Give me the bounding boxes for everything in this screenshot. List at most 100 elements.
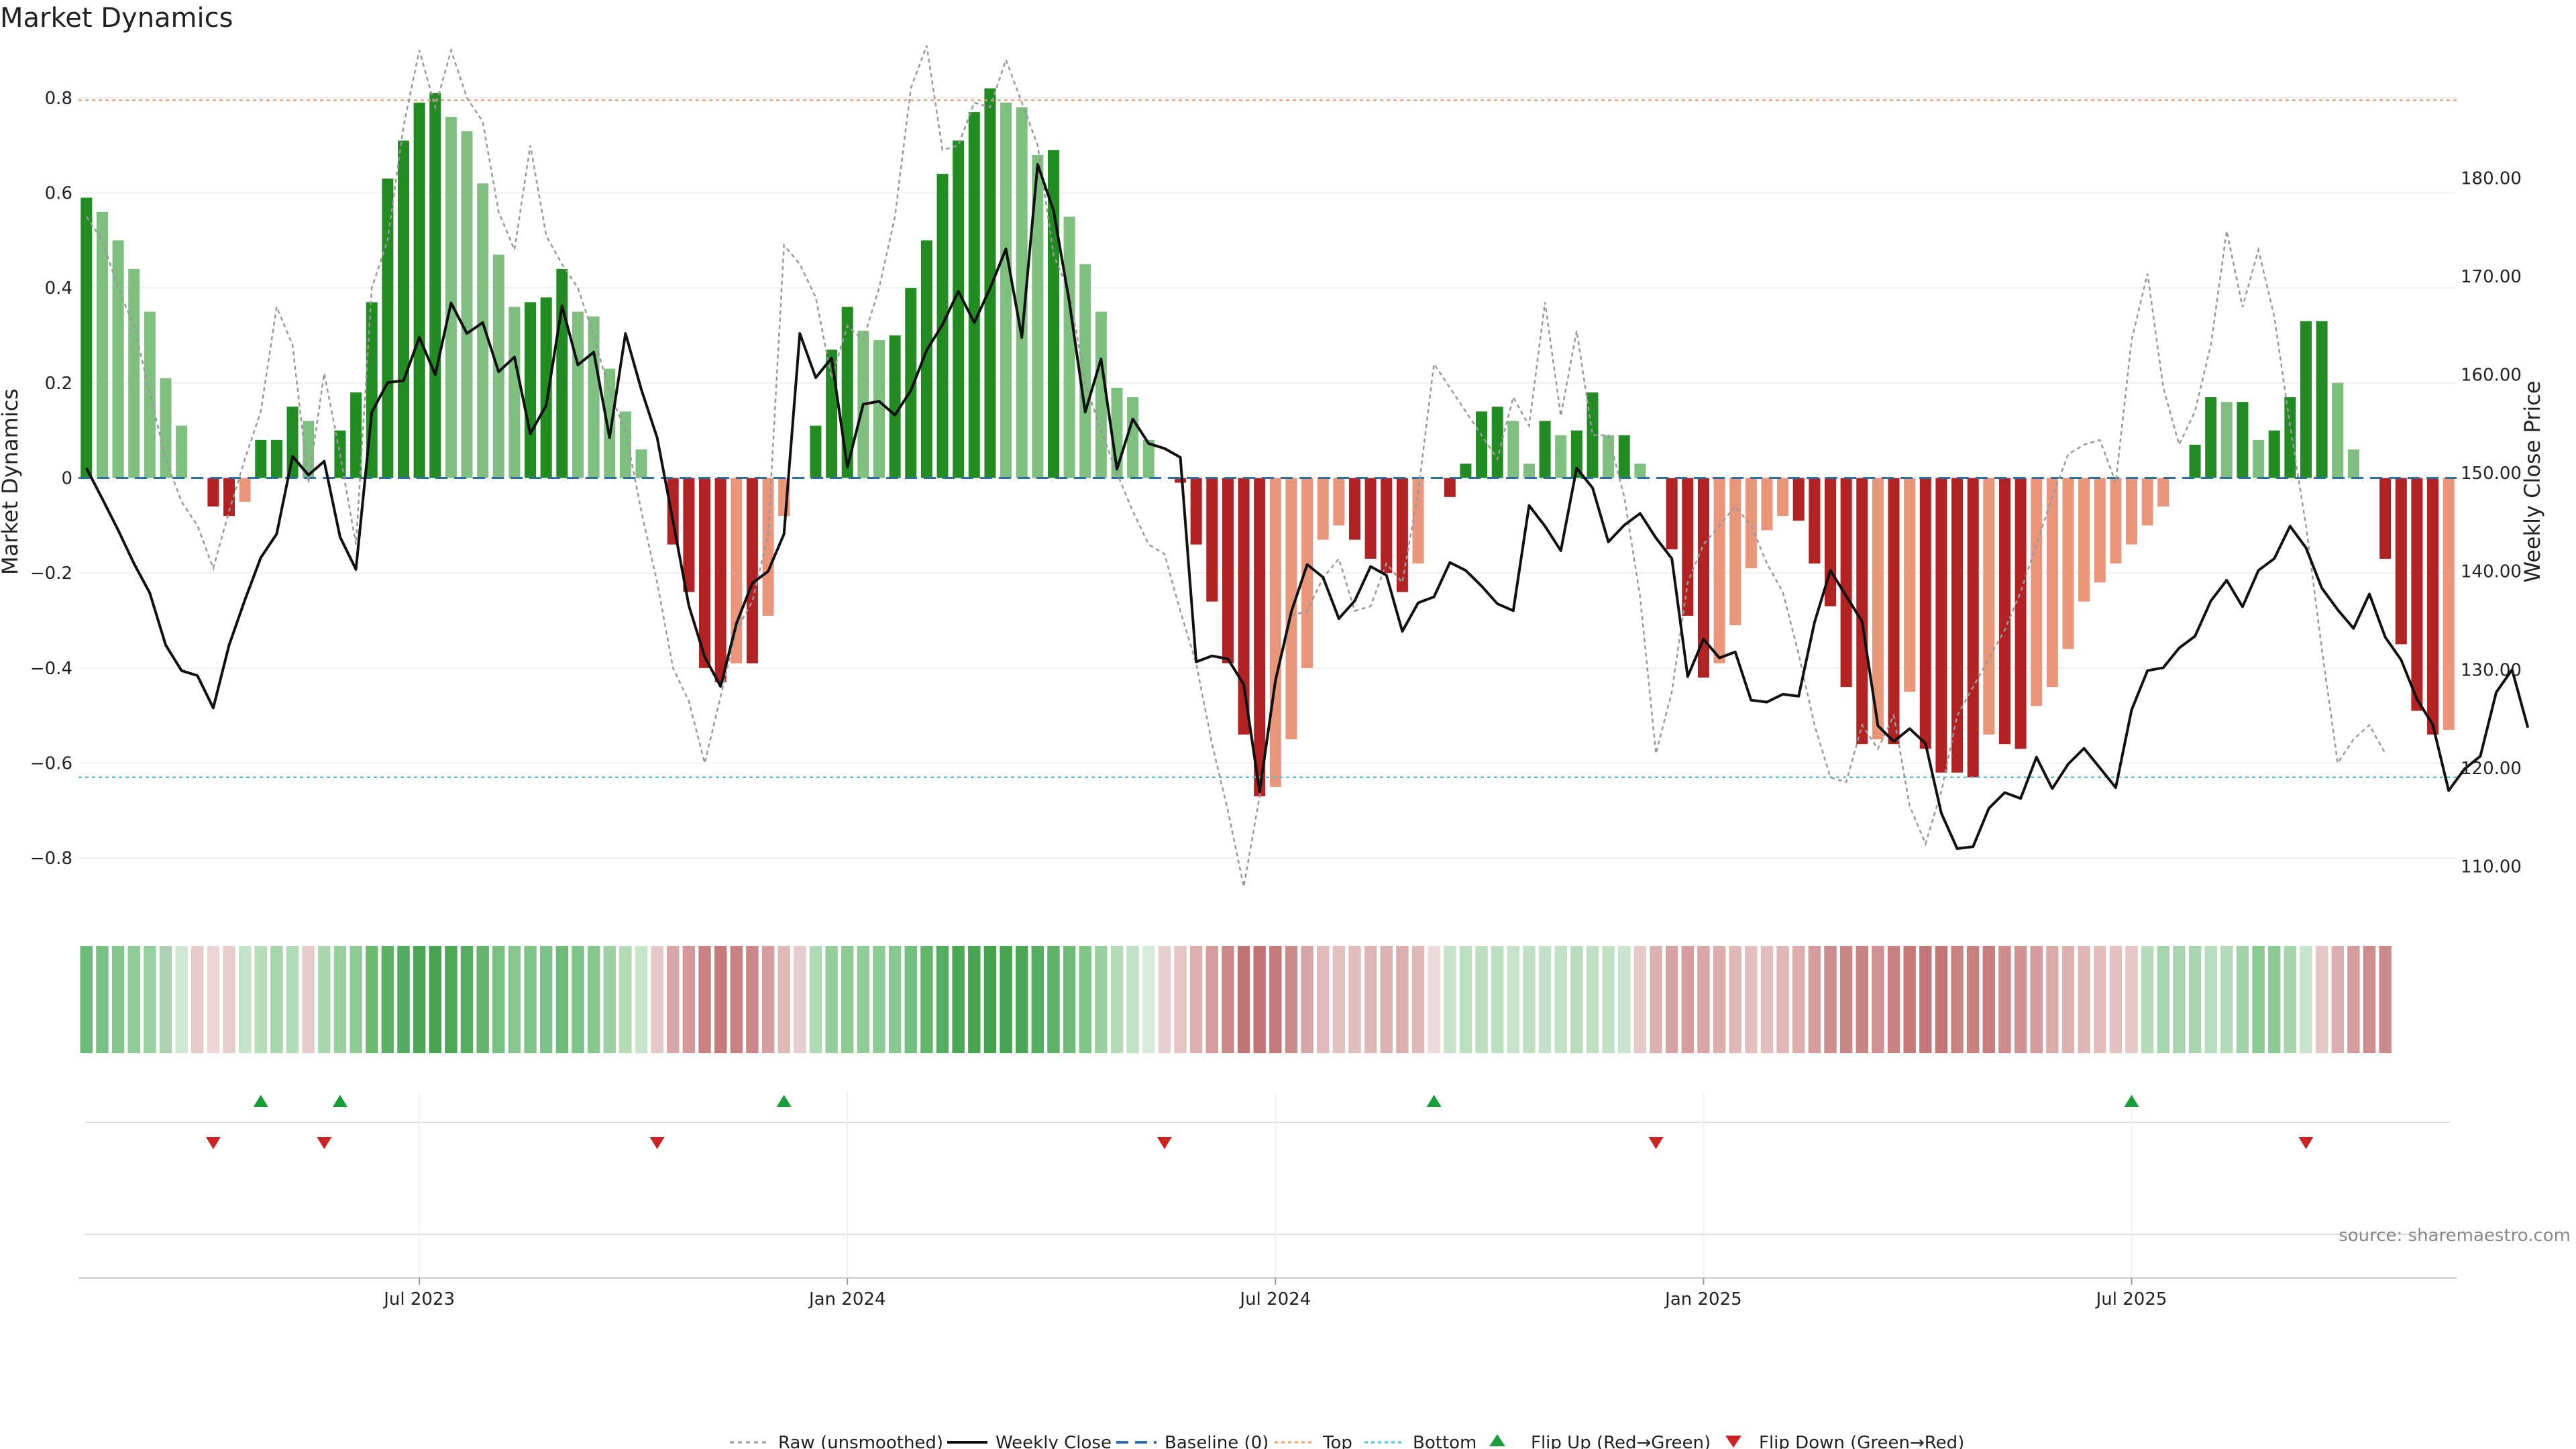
strip-cell [1316, 946, 1330, 1053]
negative-bar [683, 478, 695, 592]
strip-cell [777, 946, 790, 1053]
negative-bar [1697, 478, 1709, 678]
strip-cell [1570, 946, 1583, 1053]
strip-cell [223, 946, 235, 1053]
strip-cell [904, 946, 917, 1053]
negative-bar [1412, 478, 1424, 564]
x-tick-label: Jan 2024 [808, 1289, 886, 1309]
strip-cell [2363, 946, 2376, 1053]
flip-up-marker [253, 1095, 268, 1107]
strip-cell [2331, 946, 2344, 1053]
positive-bar [286, 407, 299, 478]
strip-cell [381, 946, 394, 1053]
negative-bar [1951, 478, 1964, 773]
x-axis: Jul 2023 Jan 2024 Jul 2024 Jan 2025 Jul 2025 [78, 1277, 2457, 1309]
positive-bar [1142, 439, 1155, 478]
strip-cell [619, 946, 632, 1053]
strip-cell [2188, 946, 2202, 1053]
right-tick-label: 160.00 [2461, 366, 2522, 386]
right-tick-label: 150.00 [2461, 464, 2522, 484]
positive-bar [144, 311, 156, 478]
left-tick-label: 0.6 [45, 184, 72, 204]
positive-bar [255, 439, 267, 478]
positive-bar [477, 183, 489, 478]
left-y-axis-label: Market Dynamics [0, 388, 23, 575]
strip-cell [983, 946, 997, 1053]
left-tick-label: 0.4 [45, 278, 72, 299]
strip-cell [1966, 946, 1980, 1053]
positive-bar [1523, 464, 1535, 478]
positive-bar [445, 117, 457, 478]
strip-cell [254, 946, 268, 1053]
strip-cell [1000, 946, 1012, 1053]
strip-cell [1998, 946, 2011, 1053]
strip-cell [2109, 946, 2123, 1053]
strip-cell [1269, 946, 1282, 1053]
strip-cell [1872, 946, 1884, 1053]
positive-bar [1587, 392, 1599, 478]
flip-down-marker [205, 1137, 221, 1149]
strip-cell [1126, 946, 1139, 1053]
strip-cell [572, 946, 584, 1053]
strip-cell [460, 946, 474, 1053]
strip-cell [397, 946, 410, 1053]
strip-cell [2220, 946, 2233, 1053]
negative-bar [1967, 478, 1979, 777]
strip-cell [1047, 946, 1060, 1053]
negative-bar [1983, 478, 1995, 735]
positive-bar [1063, 216, 1075, 478]
strip-cell [1681, 946, 1695, 1053]
positive-bar [2237, 402, 2249, 478]
right-tick-label: 110.00 [2461, 857, 2522, 877]
negative-bar [1317, 478, 1329, 540]
negative-bar [1809, 478, 1821, 564]
negative-bar [2379, 478, 2392, 559]
left-tick-label: −0.8 [30, 849, 72, 869]
negative-bar [2427, 478, 2439, 735]
positive-bar [841, 307, 853, 478]
negative-bar [1381, 478, 1393, 574]
flip-up-marker [1426, 1095, 1442, 1107]
strip-cell [857, 946, 870, 1053]
negative-bar [1888, 478, 1900, 745]
negative-bar [1904, 478, 1916, 692]
strip-cell [508, 946, 521, 1053]
negative-bar [239, 478, 251, 502]
positive-bar [2189, 444, 2201, 478]
strip-cell [365, 946, 378, 1053]
positive-bar [2268, 430, 2280, 478]
positive-bar [1016, 107, 1028, 478]
strip-cell [1205, 946, 1219, 1053]
strip-cell [1856, 946, 1868, 1053]
positive-bar [112, 240, 124, 478]
negative-bar [2443, 478, 2455, 730]
strip-cell [698, 946, 711, 1053]
negative-bar [1856, 478, 1868, 745]
positive-bar [1476, 411, 1488, 478]
positive-bar [525, 302, 537, 478]
strip-cell [2030, 946, 2043, 1053]
strip-cell [1919, 946, 1932, 1053]
x-tick-label: Jul 2025 [2095, 1289, 2167, 1309]
strip-cell [2061, 946, 2075, 1053]
strip-cell [524, 946, 537, 1053]
strip-cell [1760, 946, 1774, 1053]
strip-cell [1063, 946, 1076, 1053]
flip-down-marker [2298, 1137, 2314, 1149]
strip-cell [1079, 946, 1091, 1053]
chart-title: Market Dynamics [0, 3, 233, 34]
strip-cell [1174, 946, 1187, 1053]
strip-cell [2094, 946, 2106, 1053]
strip-cell [1189, 946, 1203, 1053]
positive-bar [2253, 439, 2265, 478]
positive-bar [429, 93, 441, 478]
strip-cell [1951, 946, 1964, 1053]
strip-cell [2141, 946, 2154, 1053]
negative-bar [1269, 478, 1281, 787]
left-tick-label: 0 [61, 469, 72, 489]
strip-cell [1824, 946, 1837, 1053]
positive-bar [604, 368, 616, 478]
positive-bar [492, 254, 504, 478]
strip-cell [1158, 946, 1171, 1053]
flip-up-marker [332, 1095, 347, 1107]
